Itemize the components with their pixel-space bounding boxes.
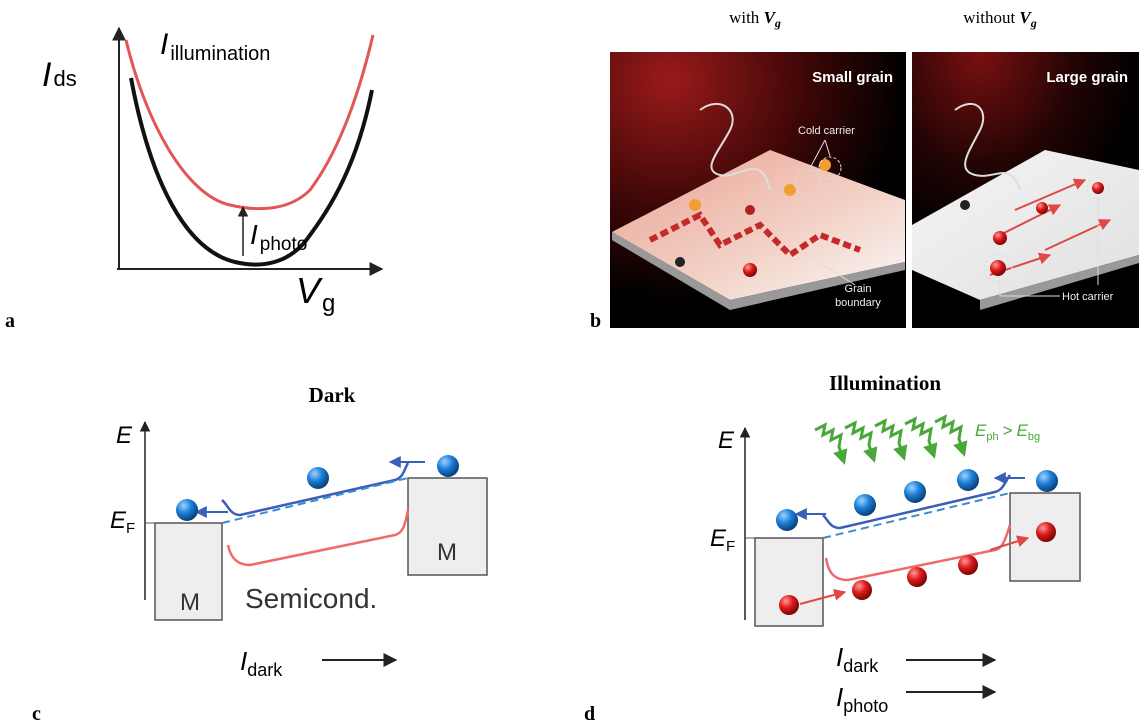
header-text: with [729, 8, 760, 27]
panel-label: d [584, 703, 595, 725]
image-title: Small grain [812, 69, 893, 86]
panel-d: Illumination E EF Eph>Ebg Idark [584, 371, 1080, 725]
callout: Grain [845, 283, 872, 295]
symbol: I [42, 56, 52, 94]
image-title: Large grain [1046, 69, 1128, 86]
subscript: dark [247, 660, 283, 680]
carrier [743, 263, 757, 277]
callout: boundary [835, 297, 881, 309]
carrier [993, 231, 1007, 245]
symbol: V [296, 270, 323, 311]
carrier [990, 260, 1006, 276]
current-label: Iphoto [836, 682, 888, 716]
y-axis-label: Ids [42, 56, 77, 94]
subscript: g [1030, 16, 1037, 30]
symbol: E [110, 507, 127, 534]
symbol: I [240, 646, 247, 676]
subscript: photo [843, 696, 888, 716]
subscript: F [726, 538, 735, 555]
panel-label: b [590, 310, 601, 332]
curve-label: Iillumination [160, 28, 270, 65]
callout: Cold carrier [798, 125, 855, 137]
subscript: ph [986, 431, 998, 443]
hole [779, 595, 799, 615]
fermi-label: EF [110, 507, 135, 537]
energy-label: E [718, 427, 735, 454]
hole [1036, 522, 1056, 542]
subscript: g [774, 16, 781, 30]
carrier [1036, 202, 1048, 214]
panel-label: a [5, 310, 15, 332]
material-label: Semicond. [245, 583, 377, 614]
electron [904, 481, 926, 503]
panel-b: with Vg without Vg Small grain Cold carr… [590, 8, 1139, 332]
metal-label: M [180, 589, 200, 616]
carrier [745, 205, 755, 215]
subscript: F [126, 520, 135, 537]
symbol: E [1017, 421, 1029, 440]
header-text: without [963, 8, 1015, 27]
photons [815, 417, 964, 462]
panel-title: Dark [309, 383, 356, 407]
symbol: I [836, 642, 843, 672]
symbol: I [160, 28, 168, 61]
electron [437, 455, 459, 477]
carrier [689, 199, 701, 211]
fermi-label: EF [710, 525, 735, 555]
carrier [960, 200, 970, 210]
energy-label: E [116, 422, 133, 449]
column-header: with Vg [729, 8, 781, 30]
valence-band [228, 510, 408, 565]
carrier [1092, 182, 1104, 194]
operator: > [1003, 421, 1013, 440]
subscript: photo [260, 234, 308, 255]
subscript: ds [53, 66, 76, 91]
subscript: g [322, 290, 335, 317]
panel-label: c [32, 703, 41, 725]
hole [907, 567, 927, 587]
panel-c: Dark E EF M M Semicond. Idark c [32, 383, 487, 725]
metal-label: M [437, 539, 457, 566]
photon-condition: Eph>Ebg [975, 421, 1040, 443]
symbol: I [250, 219, 258, 250]
carrier [784, 184, 796, 196]
column-header: without Vg [963, 8, 1037, 30]
symbol: I [836, 682, 843, 712]
panel-title: Illumination [829, 371, 941, 395]
page: { "panels": [ { "label": "a", "y_axis": … [0, 0, 1139, 726]
x-axis-label: Vg [296, 270, 335, 317]
symbol: E [710, 525, 727, 552]
subscript: bg [1028, 431, 1040, 443]
carrier [819, 159, 831, 171]
symbol: E [975, 421, 987, 440]
callout: Hot carrier [1062, 291, 1114, 303]
electron [854, 494, 876, 516]
hole [852, 580, 872, 600]
carrier [675, 257, 685, 267]
figure: Ids Iillumination Iphoto Vg a with Vg wi… [0, 0, 1139, 726]
current-label: Idark [836, 642, 879, 676]
electron [176, 499, 198, 521]
hole [958, 555, 978, 575]
subscript: dark [843, 656, 879, 676]
electron [1036, 470, 1058, 492]
electron [957, 469, 979, 491]
current-label: Idark [240, 646, 283, 680]
subscript: illumination [170, 43, 270, 65]
electron [776, 509, 798, 531]
electron [307, 467, 329, 489]
